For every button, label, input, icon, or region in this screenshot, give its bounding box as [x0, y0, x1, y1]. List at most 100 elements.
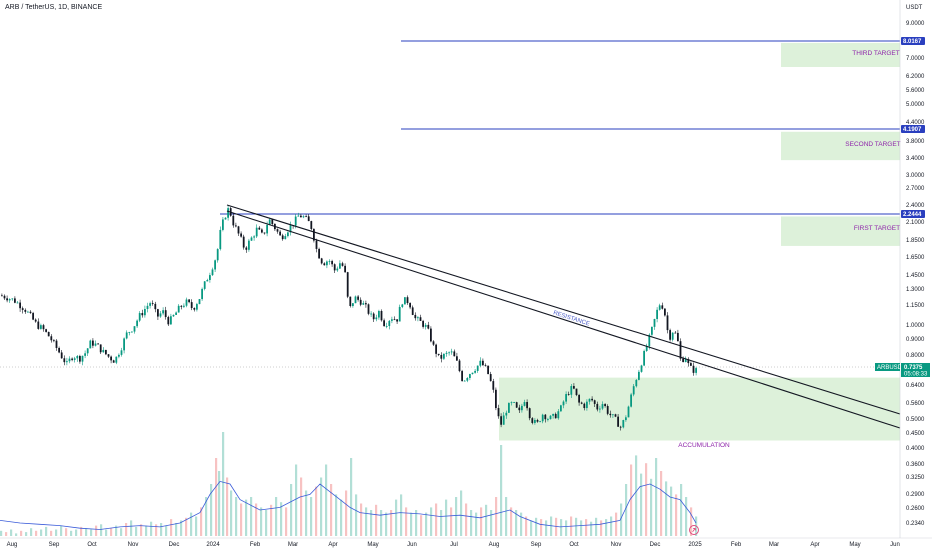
- third-target-label: THIRD TARGET: [852, 50, 899, 57]
- candle-body: [128, 332, 131, 333]
- candle-body: [190, 302, 193, 309]
- candle-body: [307, 216, 310, 222]
- price-axis[interactable]: 9.0000 7.0000 6.2000 5.6000 5.0000 4.4000 3.80…: [906, 21, 925, 527]
- candle-body: [201, 288, 203, 300]
- candle-body: [185, 299, 188, 306]
- candle-body: [68, 358, 71, 362]
- candle-body: [489, 374, 492, 382]
- candle-body: [149, 303, 151, 306]
- candle-body: [682, 358, 684, 363]
- candle-body: [79, 356, 81, 362]
- volume-bar: [245, 499, 248, 536]
- zone-rect[interactable]: [781, 216, 900, 246]
- candle-body: [326, 261, 328, 266]
- time-axis[interactable]: Aug Sep Oct Nov Dec 2024 Feb Mar Apr May Jun Jul Aug…: [7, 542, 900, 548]
- candle-body: [505, 412, 508, 416]
- candle-body: [466, 378, 469, 381]
- candle-body: [635, 379, 638, 387]
- candle-body: [63, 358, 66, 363]
- volume-bar: [470, 510, 473, 536]
- volume-bar: [20, 530, 23, 536]
- candle-body: [141, 313, 144, 316]
- candle-body: [674, 332, 677, 334]
- candle-body: [6, 298, 8, 301]
- candle-body: [125, 332, 128, 339]
- currency-label: USDT: [906, 5, 923, 11]
- candle-body: [196, 304, 198, 310]
- candle-body: [510, 402, 513, 404]
- candle-body: [294, 216, 297, 226]
- volume-bar: [390, 510, 393, 536]
- candle-body: [336, 268, 339, 271]
- candle-body: [27, 311, 29, 313]
- volume-bar: [115, 525, 118, 536]
- volume-bar: [30, 528, 33, 536]
- candle-body: [86, 348, 89, 354]
- volume-bar: [335, 494, 338, 536]
- target-price-text: 4.1907: [903, 127, 922, 133]
- candle-body: [640, 365, 643, 372]
- candle-body: [456, 356, 458, 361]
- price-tick-label: 7.0000: [906, 56, 925, 62]
- candle-body: [123, 338, 125, 351]
- candle-body: [339, 263, 341, 269]
- candle-body: [469, 374, 471, 379]
- candle-body: [346, 272, 349, 297]
- volume-bar: [620, 503, 623, 536]
- candle-body: [50, 336, 53, 341]
- volume-bar: [480, 507, 483, 536]
- candle-body: [391, 319, 393, 321]
- candle-body: [385, 326, 388, 327]
- candle-body: [302, 216, 305, 218]
- price-tick-label: 0.9000: [906, 337, 925, 343]
- price-tick-label: 1.3000: [906, 287, 925, 293]
- candle-body: [677, 332, 679, 342]
- candle-body: [268, 219, 271, 225]
- volume-bar: [175, 523, 178, 536]
- candle-body: [638, 371, 640, 380]
- resistance-upper-line[interactable]: [226, 204, 901, 415]
- price-tick-label: 0.2340: [906, 521, 925, 527]
- candle-body: [248, 240, 250, 250]
- candle-body: [76, 356, 79, 359]
- resistance-lower-line[interactable]: [226, 210, 901, 429]
- candle-body: [630, 394, 632, 407]
- target-lines: [220, 40, 900, 215]
- logo-icon[interactable]: [689, 525, 699, 535]
- volume-bar: [85, 528, 88, 536]
- candle-body: [448, 352, 450, 354]
- volume-bar: [0, 530, 3, 536]
- volume-bar: [75, 529, 78, 536]
- candle-body: [297, 215, 300, 217]
- candle-body: [276, 229, 279, 232]
- target-price-badge: [901, 125, 925, 133]
- volume-bar: [435, 503, 438, 536]
- candle-body: [331, 261, 333, 265]
- candle-body: [258, 227, 261, 230]
- candle-body: [263, 232, 266, 234]
- volume-bar: [535, 517, 538, 536]
- candle-body: [37, 321, 40, 329]
- candle-body: [588, 398, 591, 402]
- candle-body: [183, 305, 185, 307]
- candle-body: [354, 296, 357, 304]
- volume-bar: [420, 515, 423, 536]
- zone-rect[interactable]: [781, 42, 900, 67]
- zone-rect[interactable]: [781, 131, 900, 161]
- candle-body: [445, 352, 448, 354]
- volume-bar: [300, 477, 303, 536]
- volume-bar: [90, 529, 93, 536]
- volume-bar: [320, 477, 323, 536]
- time-tick-label: Dec: [650, 542, 661, 548]
- volume-bar: [650, 478, 653, 536]
- price-tick-label: 3.0000: [906, 173, 925, 179]
- candle-body: [570, 386, 573, 395]
- volume-bar: [630, 464, 633, 536]
- candle-body: [557, 411, 560, 419]
- price-candles: [1, 206, 697, 431]
- first-target-label: FIRST TARGET: [854, 225, 900, 232]
- candle-body: [609, 413, 612, 416]
- zone-rect[interactable]: [499, 377, 900, 441]
